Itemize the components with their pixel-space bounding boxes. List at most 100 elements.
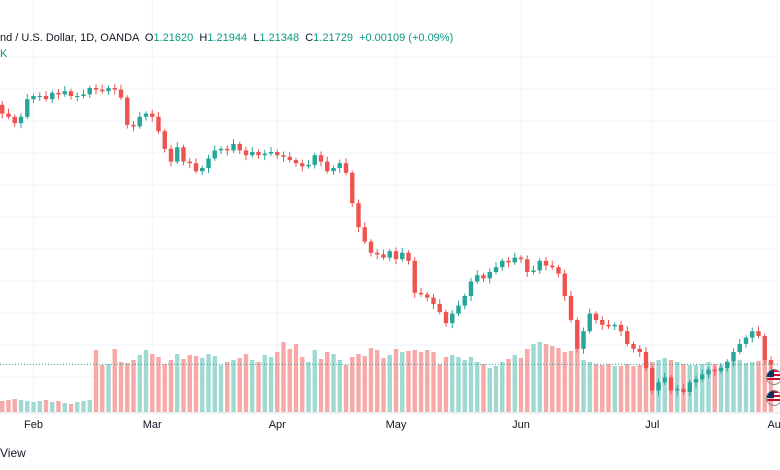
us-flag-icon[interactable] xyxy=(766,369,780,385)
candle-body xyxy=(431,297,436,304)
close-value: 1.21729 xyxy=(313,32,353,44)
x-axis-tick-label: Feb xyxy=(24,419,43,431)
candle-body xyxy=(437,304,442,312)
volume-bar xyxy=(562,352,567,412)
volume-bar xyxy=(318,359,324,412)
volume-bar xyxy=(0,401,5,412)
volume-bar xyxy=(725,364,730,412)
time-axis[interactable]: Feb Mar Apr May Jun Jul Aug xyxy=(24,419,780,431)
volume-bar xyxy=(293,344,299,412)
candle-body xyxy=(381,254,386,258)
candle-body xyxy=(400,252,405,260)
candle-body xyxy=(350,172,355,204)
candle-body xyxy=(281,155,286,157)
volume-bar xyxy=(256,362,261,412)
candle-body xyxy=(118,89,124,98)
volume-bar xyxy=(431,352,436,412)
candle-body xyxy=(750,331,755,338)
candle-body xyxy=(93,88,99,90)
volume-bar xyxy=(275,352,280,412)
volume-bar xyxy=(750,362,755,412)
volume-bar xyxy=(325,352,330,412)
volume-bar xyxy=(143,350,149,412)
volume-bar xyxy=(443,357,449,412)
volume-bar xyxy=(175,354,180,412)
low-value: 1.21348 xyxy=(259,32,300,44)
footer-view-link[interactable]: View xyxy=(0,446,26,460)
volume-bar xyxy=(331,354,336,412)
candle-body xyxy=(368,241,374,253)
candle-body xyxy=(300,163,305,167)
candle-body xyxy=(700,374,705,380)
open-value: 1.21620 xyxy=(153,32,194,44)
candle-body xyxy=(343,163,349,173)
chart-grid xyxy=(0,0,780,413)
candle-body xyxy=(62,91,67,95)
candle-body xyxy=(250,152,255,156)
x-axis-tick-label: Mar xyxy=(143,419,162,431)
volume-bar xyxy=(356,354,361,412)
volume-bar xyxy=(506,359,511,412)
volume-bar xyxy=(718,365,724,412)
volume-bar xyxy=(237,358,242,412)
volume-bar xyxy=(93,350,99,412)
candle-body xyxy=(481,275,486,279)
candle-body xyxy=(125,97,130,125)
volume-bar xyxy=(643,364,649,412)
volume-bar xyxy=(375,350,380,412)
volume-bar xyxy=(125,363,130,412)
candle-body xyxy=(718,368,724,372)
candle-body xyxy=(768,360,774,365)
volume-bar xyxy=(181,359,186,412)
volume-bar xyxy=(218,365,224,412)
low-key: L xyxy=(253,32,260,44)
x-axis-tick-label: Apr xyxy=(269,419,286,431)
candle-body xyxy=(756,331,761,336)
volume-bar xyxy=(531,344,536,412)
us-flag-icon[interactable] xyxy=(766,390,780,406)
candle-body xyxy=(631,344,636,349)
candle-body xyxy=(87,88,92,95)
close-key: C xyxy=(305,32,314,44)
candle-body xyxy=(412,260,417,293)
volume-bar xyxy=(37,401,42,412)
volume-bar xyxy=(25,401,30,412)
candle-body xyxy=(406,252,411,261)
candle-body xyxy=(425,294,430,298)
volume-label: K xyxy=(0,48,8,60)
candle-body xyxy=(625,331,630,344)
volume-bar xyxy=(456,357,461,412)
candle-body xyxy=(156,116,161,132)
volume-bar xyxy=(662,358,667,412)
volume-bar xyxy=(468,357,474,412)
volume-bar xyxy=(337,360,342,412)
candle-body xyxy=(137,116,142,127)
candle-body xyxy=(318,155,324,162)
candle-body xyxy=(475,275,480,282)
volume-bar xyxy=(31,402,36,412)
candle-body xyxy=(693,379,699,383)
volume-bar xyxy=(137,355,142,412)
volume-bar xyxy=(187,355,192,412)
high-key: H xyxy=(199,32,208,44)
candle-body xyxy=(743,337,749,344)
volume-bar xyxy=(112,349,117,412)
volume-bar xyxy=(400,352,405,412)
volume-bar xyxy=(762,360,767,412)
candle-body xyxy=(675,388,680,391)
volume-bar xyxy=(243,354,249,412)
candle-body xyxy=(112,88,117,90)
volume-bar xyxy=(737,360,742,412)
volume-bar xyxy=(387,355,392,412)
candle-body xyxy=(543,260,549,266)
candle-body xyxy=(587,313,592,332)
candle-body xyxy=(187,161,192,164)
candle-body xyxy=(212,150,217,159)
candle-body xyxy=(150,113,155,117)
volume-bar xyxy=(81,401,86,412)
candle-body xyxy=(593,313,599,320)
candle-body xyxy=(193,163,199,172)
candle-body xyxy=(181,147,186,162)
candle-body xyxy=(268,152,274,154)
